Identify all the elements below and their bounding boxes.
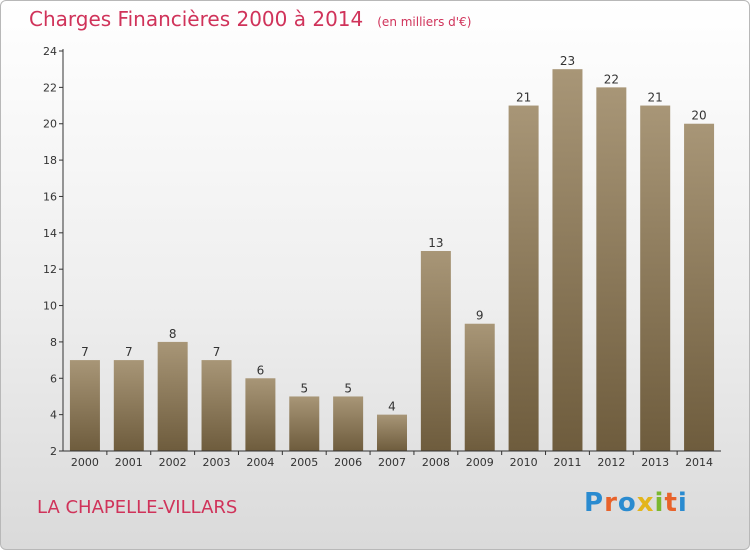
x-tick-label-2009: 2009: [466, 456, 494, 469]
y-tick-label: 24: [43, 45, 57, 58]
logo-letter: o: [617, 488, 637, 518]
bar-2013: [640, 105, 671, 451]
x-tick-label-2007: 2007: [378, 456, 406, 469]
chart-title-text: Charges Financières 2000 à 2014: [29, 7, 364, 31]
logo-letter: i: [677, 488, 688, 518]
x-axis: 2000 2001 2002 2003 2004 2005 2006 2007 2008 2009…: [63, 450, 721, 469]
logo-letter: r: [604, 488, 618, 518]
data-label-2011: 23: [560, 54, 575, 68]
data-label-2000: 7: [81, 345, 89, 359]
bar-2008: [420, 251, 451, 451]
data-label-2012: 22: [604, 72, 619, 86]
data-label-2002: 8: [169, 327, 177, 341]
chart-unit: (en milliers d'€): [377, 15, 472, 29]
data-label-2014: 20: [691, 109, 706, 123]
x-tick-label-2000: 2000: [71, 456, 99, 469]
y-tick-label: 14: [43, 227, 57, 240]
y-tick-label: 18: [43, 154, 57, 167]
y-tick-label: 10: [43, 300, 57, 313]
x-tick-label-2004: 2004: [246, 456, 274, 469]
x-tick-label-2011: 2011: [553, 456, 581, 469]
x-tick-label-2005: 2005: [290, 456, 318, 469]
commune-name: LA CHAPELLE-VILLARS: [37, 497, 238, 518]
bar-2006: [333, 396, 364, 451]
y-tick-label: 6: [50, 372, 57, 385]
y-tick-label: 20: [43, 118, 57, 131]
data-label-2005: 5: [300, 381, 308, 395]
bar-2014: [684, 123, 715, 452]
bar-2004: [245, 378, 276, 451]
x-tick-label-2012: 2012: [597, 456, 625, 469]
chart-title: Charges Financières 2000 à 2014 (en milli…: [29, 7, 471, 31]
y-tick-label: 8: [50, 336, 57, 349]
bar-2009: [464, 323, 495, 451]
x-tick-label-2013: 2013: [641, 456, 669, 469]
bar-2012: [596, 87, 627, 451]
data-label-2003: 7: [213, 345, 221, 359]
proxiti-logo[interactable]: Proxiti: [584, 488, 688, 518]
bar-2010: [508, 105, 539, 451]
bar-2003: [201, 360, 232, 451]
bar-2011: [552, 69, 583, 451]
bars: 7 7 8 7 6 5 5 4 13 9 21 23 22 21 20: [69, 54, 715, 452]
logo-letter: x: [636, 488, 655, 518]
data-label-2008: 13: [428, 236, 443, 250]
data-label-2004: 6: [257, 363, 265, 377]
data-label-2007: 4: [388, 400, 396, 414]
x-tick-label-2010: 2010: [510, 456, 538, 469]
data-label-2010: 21: [516, 91, 531, 105]
x-tick-label-2014: 2014: [685, 456, 713, 469]
y-tick-label: 2: [50, 445, 57, 458]
x-tick-label-2001: 2001: [115, 456, 143, 469]
data-label-2001: 7: [125, 345, 133, 359]
logo-letter: t: [664, 488, 678, 518]
logo-letter: P: [584, 488, 605, 518]
x-tick-label-2003: 2003: [203, 456, 231, 469]
bar-2001: [113, 360, 144, 451]
data-label-2013: 21: [648, 91, 663, 105]
logo-letter: i: [654, 488, 665, 518]
x-tick-label-2002: 2002: [159, 456, 187, 469]
data-label-2006: 5: [344, 381, 352, 395]
bar-2002: [157, 341, 188, 451]
data-label-2009: 9: [476, 309, 484, 323]
bar-2000: [69, 360, 100, 451]
y-tick-label: 22: [43, 81, 57, 94]
y-tick-label: 16: [43, 190, 57, 203]
y-tick-label: 12: [43, 263, 57, 276]
x-tick-label-2008: 2008: [422, 456, 450, 469]
bar-2005: [289, 396, 320, 451]
x-tick-label-2006: 2006: [334, 456, 362, 469]
bar-2007: [377, 414, 407, 451]
y-tick-label: 4: [50, 409, 57, 422]
